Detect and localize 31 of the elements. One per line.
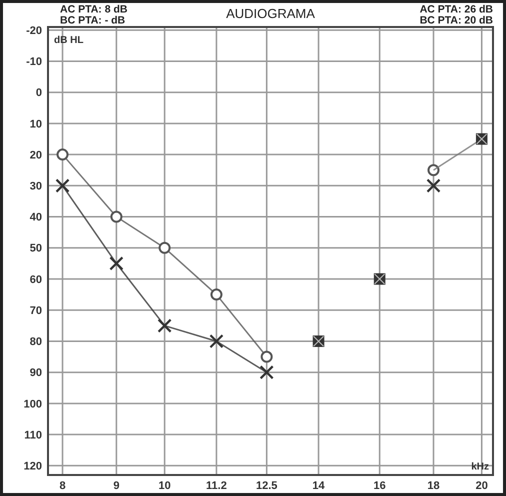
- y-tick-label: 0: [36, 87, 42, 100]
- y-tick-label: 60: [30, 274, 42, 286]
- y-tick-label: 10: [30, 118, 42, 130]
- x-tick-label: 12.5: [256, 480, 278, 492]
- text: BC PTA: - dB: [60, 14, 126, 26]
- y-tick-label: -10: [26, 56, 42, 68]
- x-tick-label: 11.2: [206, 480, 227, 492]
- y-tick-label: 20: [30, 149, 42, 162]
- y-tick-label: 30: [30, 180, 42, 193]
- y-tick-label: 80: [30, 336, 42, 348]
- x-tick-label: 9: [113, 480, 120, 492]
- text: AC PTA: 26 dB: [420, 3, 494, 16]
- x-tick-label: 16: [373, 480, 386, 492]
- x-tick-label: 20: [476, 480, 488, 492]
- y-tick-label: -20: [26, 24, 42, 37]
- y-tick-label: 70: [30, 304, 42, 317]
- chart-title: AUDIOGRAMA: [226, 6, 316, 21]
- x-tick-label: 14: [312, 480, 326, 492]
- text: AC PTA: 8 dB: [60, 3, 128, 16]
- y-tick-label: 100: [24, 398, 42, 410]
- x-tick-label: 8: [59, 480, 66, 492]
- y-tick-label: 120: [24, 460, 42, 473]
- y-tick-label: 110: [24, 429, 42, 442]
- y-tick-label: 90: [30, 367, 42, 380]
- y-tick-label: 40: [30, 212, 42, 224]
- x-tick-label: 18: [427, 480, 440, 492]
- x-tick-label: 10: [158, 480, 171, 492]
- text: BC PTA: 20 dB: [420, 14, 494, 26]
- y-axis-title: dB HL: [54, 35, 84, 46]
- y-tick-label: 50: [30, 242, 42, 255]
- x-axis-title: kHz: [471, 462, 489, 473]
